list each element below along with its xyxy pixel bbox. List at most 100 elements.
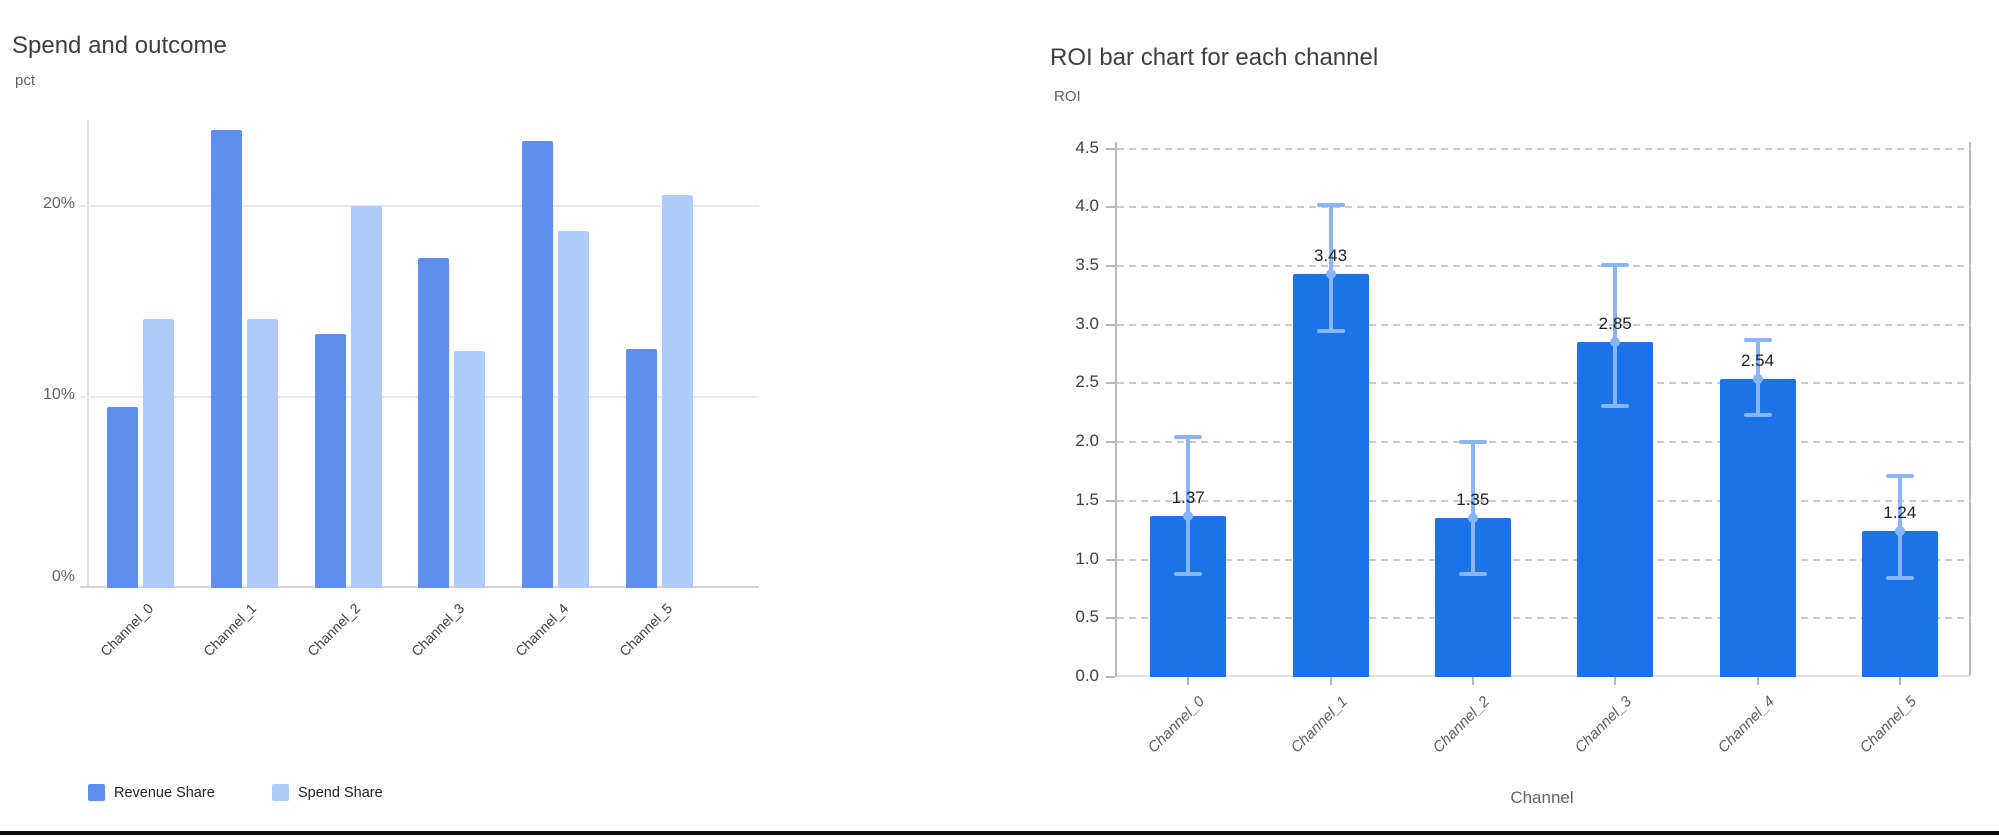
bar-spend-share-channel_1[interactable]	[246, 318, 278, 588]
x-tick-mark	[1329, 677, 1332, 685]
x-tick-label: Channel_0	[96, 600, 156, 660]
error-bar-cap-bottom	[1174, 571, 1203, 576]
y-tick-mark	[1106, 617, 1115, 620]
gridline	[80, 205, 759, 207]
revenue-share-swatch	[88, 784, 105, 801]
y-tick-mark	[1106, 441, 1115, 444]
y-tick-label: 1.5	[1075, 489, 1099, 509]
error-bar-cap-top	[1316, 202, 1345, 207]
error-bar-line	[1328, 204, 1333, 331]
x-tick-label: Channel_4	[511, 600, 572, 660]
bar-spend-share-channel_2[interactable]	[350, 206, 382, 588]
x-tick-label: Channel_1	[200, 600, 260, 660]
y-tick-mark	[1106, 206, 1115, 209]
error-bar-cap-bottom	[1316, 328, 1345, 333]
x-tick-mark	[1898, 677, 1901, 685]
y-tick-label: 1.0	[1075, 548, 1099, 568]
bar-revenue-share-channel_3[interactable]	[418, 257, 450, 588]
bottom-window-edge	[0, 831, 1999, 835]
error-bar-cap-top	[1743, 337, 1772, 342]
bar-value-label: 1.24	[1883, 503, 1917, 523]
y-tick-label: 0.5	[1075, 607, 1099, 627]
x-tick-label: Channel_5	[615, 600, 675, 660]
y-tick-label: 0.0	[1075, 666, 1099, 685]
bar-revenue-share-channel_0[interactable]	[107, 406, 138, 588]
right-spine	[1969, 142, 1971, 677]
dashed-gridline	[1117, 206, 1971, 209]
legend-item-spend-share[interactable]: Spend Share	[272, 784, 383, 801]
dashed-gridline	[1117, 323, 1971, 326]
x-tick-mark	[1756, 677, 1759, 685]
y-tick-label: 10%	[42, 386, 75, 403]
dashed-gridline	[1117, 382, 1971, 385]
legend-item-revenue-share[interactable]: Revenue Share	[88, 784, 215, 801]
roi-y-axis-label: ROI	[1054, 88, 1081, 105]
bar-spend-share-channel_4[interactable]	[558, 230, 590, 588]
dashed-gridline	[1117, 499, 1971, 502]
dashed-gridline	[1117, 147, 1971, 150]
x-tick-mark	[1471, 677, 1474, 685]
roi-chart-title: ROI bar chart for each channel	[1050, 43, 1379, 71]
bar-revenue-share-channel_1[interactable]	[210, 129, 242, 588]
error-bar-line	[1613, 264, 1618, 406]
y-tick-mark	[1106, 499, 1115, 502]
spend-outcome-chart-title: Spend and outcome	[12, 31, 227, 59]
bar-roi-channel_1[interactable]	[1292, 274, 1369, 677]
y-tick-label: 2.5	[1075, 372, 1099, 392]
error-bar-line	[1470, 442, 1475, 574]
y-tick-label: 4.5	[1075, 137, 1099, 157]
bar-value-label: 2.54	[1740, 350, 1775, 370]
error-bar-cap-bottom	[1601, 403, 1630, 408]
bar-roi-channel_4[interactable]	[1719, 378, 1796, 677]
bar-spend-share-channel_3[interactable]	[454, 351, 486, 588]
roi-x-axis-title: Channel	[1510, 788, 1574, 807]
spend-outcome-plot-area: 0% 10% 20% Channel_0 Channel_1 Channel_2 Chann…	[43, 120, 759, 659]
y-tick-mark	[1106, 323, 1115, 326]
error-bar-cap-top	[1174, 435, 1203, 440]
x-tick-label: Channel_3	[407, 600, 468, 660]
error-bar-cap-top	[1885, 474, 1914, 479]
bar-revenue-share-channel_2[interactable]	[314, 333, 346, 588]
bar-value-label: 1.35	[1456, 490, 1490, 510]
bar-value-label: 3.43	[1313, 246, 1348, 266]
y-tick-label: 3.0	[1075, 313, 1099, 333]
error-bar-cap-top	[1601, 262, 1630, 267]
y-tick-label: 20%	[42, 195, 75, 212]
y-tick-label: 3.5	[1075, 254, 1099, 274]
revenue-share-legend-label: Revenue Share	[114, 784, 215, 801]
spend-share-legend-label: Spend Share	[298, 784, 383, 801]
error-bar-cap-bottom	[1885, 576, 1914, 581]
error-bar-marker	[1610, 337, 1621, 348]
bar-revenue-share-channel_4[interactable]	[522, 141, 554, 588]
spend-share-swatch	[272, 784, 289, 801]
error-bar-cap-bottom	[1743, 413, 1772, 418]
error-bar-marker	[1325, 269, 1336, 280]
x-axis-baseline	[1117, 675, 1971, 677]
dashed-gridline	[1117, 264, 1971, 267]
dashed-gridline	[1117, 441, 1971, 444]
y-tick-mark	[1106, 558, 1115, 561]
y-tick-label: 2.0	[1075, 431, 1099, 451]
y-tick-label: 4.0	[1075, 196, 1099, 216]
error-bar-marker	[1467, 513, 1478, 524]
error-bar-marker	[1894, 526, 1905, 537]
error-bar-marker	[1752, 373, 1763, 384]
bar-spend-share-channel_5[interactable]	[662, 194, 693, 588]
error-bar-line	[1186, 437, 1191, 574]
y-tick-mark	[1106, 147, 1115, 150]
bar-spend-share-channel_0[interactable]	[143, 318, 174, 588]
y-tick-label: 0%	[51, 568, 75, 585]
bar-value-label: 2.85	[1598, 314, 1632, 334]
spend-outcome-y-axis-unit-label: pct	[15, 72, 36, 89]
error-bar-cap-top	[1458, 440, 1487, 445]
x-tick-label: Channel_2	[304, 600, 364, 660]
roi-plot-area: 0.0 0.5 1.0 1.5 2.0 2.5 3.0 3.5 4.0 4.5 1.37 Channe…	[1075, 138, 1971, 756]
bar-value-label: 1.37	[1171, 488, 1205, 508]
error-bar-cap-bottom	[1458, 571, 1487, 576]
x-tick-mark	[1614, 677, 1617, 685]
dashed-gridline	[1117, 558, 1971, 561]
x-tick-mark	[1187, 677, 1190, 685]
bar-revenue-share-channel_5[interactable]	[626, 349, 657, 588]
y-tick-mark	[1106, 264, 1115, 267]
